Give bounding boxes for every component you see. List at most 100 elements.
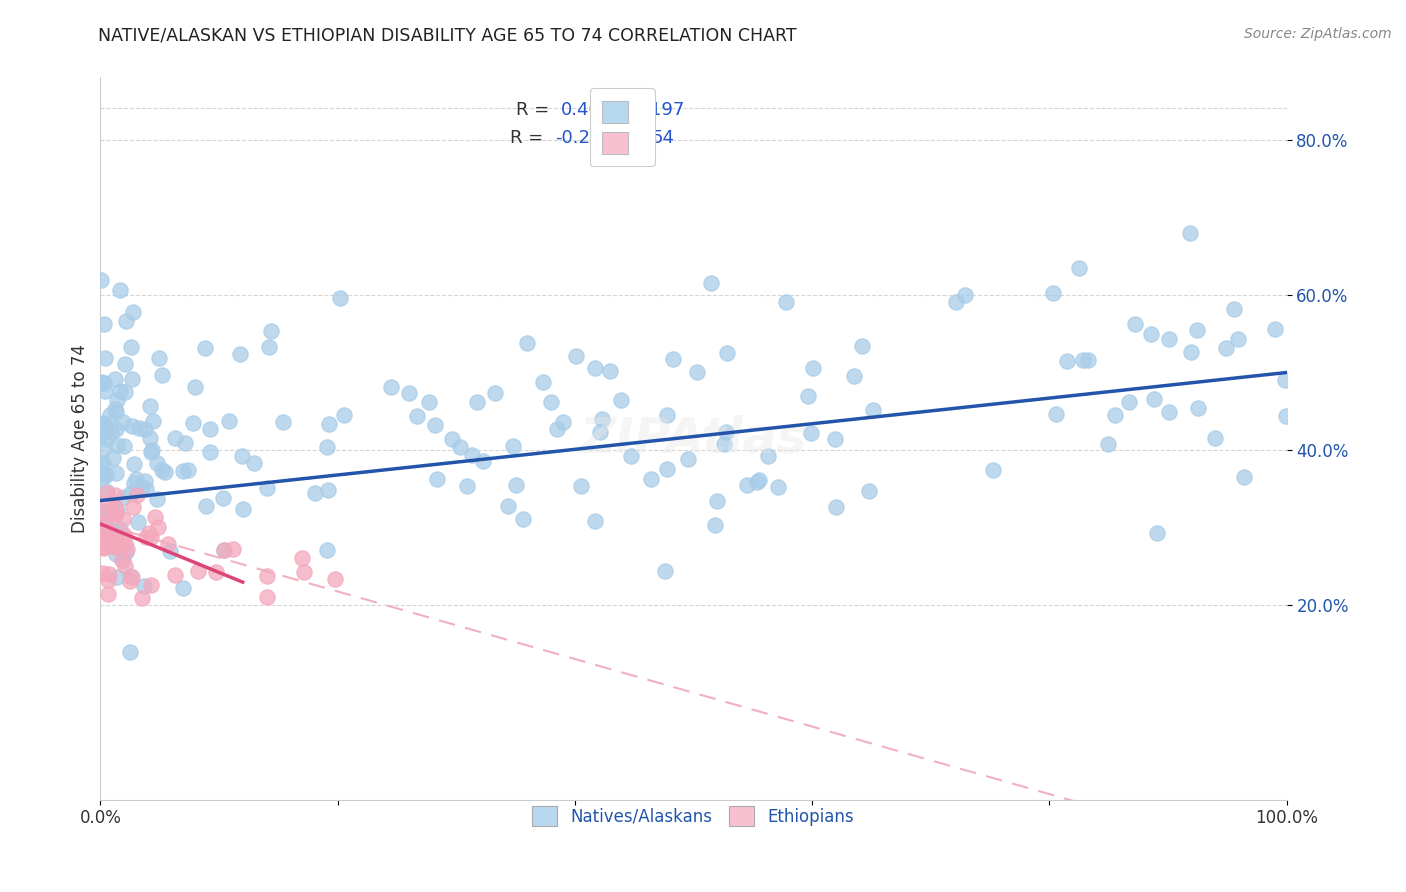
Point xyxy=(569,479,592,493)
Point xyxy=(1187,401,1209,416)
Point xyxy=(441,432,464,446)
Text: R =: R = xyxy=(516,101,554,119)
Point xyxy=(98,566,121,581)
Point xyxy=(565,349,588,363)
Point xyxy=(104,540,127,554)
Point xyxy=(292,565,315,579)
Point xyxy=(91,416,114,430)
Point xyxy=(195,499,218,513)
Point xyxy=(91,534,114,549)
Point xyxy=(735,478,758,492)
Point xyxy=(103,529,125,543)
Point xyxy=(465,395,488,409)
Point xyxy=(134,422,156,436)
Point xyxy=(104,401,127,416)
Point xyxy=(461,448,484,462)
Point xyxy=(108,283,131,297)
Point xyxy=(135,482,157,496)
Point xyxy=(418,395,440,409)
Point xyxy=(97,497,120,511)
Text: 197: 197 xyxy=(650,101,683,119)
Point xyxy=(1157,404,1180,418)
Point xyxy=(945,295,967,310)
Point xyxy=(148,351,170,366)
Point xyxy=(98,408,121,422)
Point xyxy=(101,524,124,538)
Point xyxy=(110,539,132,553)
Point xyxy=(94,540,117,554)
Point xyxy=(93,376,115,390)
Point xyxy=(112,553,135,567)
Point xyxy=(198,422,221,436)
Point xyxy=(329,292,352,306)
Point xyxy=(118,574,141,589)
Point xyxy=(114,357,136,371)
Point xyxy=(797,389,820,403)
Point xyxy=(449,440,471,454)
Point xyxy=(184,380,207,394)
Point xyxy=(104,466,127,480)
Point xyxy=(505,478,527,492)
Point xyxy=(128,421,150,435)
Point xyxy=(107,536,129,550)
Point xyxy=(585,514,607,528)
Point xyxy=(94,418,117,433)
Text: N =: N = xyxy=(616,129,657,147)
Point xyxy=(1097,437,1119,451)
Text: ZIPAtlas: ZIPAtlas xyxy=(579,415,807,462)
Point xyxy=(620,450,643,464)
Point xyxy=(858,484,880,499)
Point xyxy=(121,419,143,434)
Point xyxy=(187,565,209,579)
Point xyxy=(105,503,128,517)
Point xyxy=(91,566,114,581)
Point xyxy=(127,515,149,529)
Point xyxy=(748,473,770,487)
Point xyxy=(332,409,354,423)
Point xyxy=(114,385,136,400)
Point xyxy=(304,486,326,500)
Text: -0.230: -0.230 xyxy=(555,129,613,147)
Point xyxy=(242,456,264,470)
Point xyxy=(212,543,235,558)
Point xyxy=(714,425,737,440)
Point xyxy=(599,364,621,378)
Point xyxy=(139,530,162,544)
Point xyxy=(146,491,169,506)
Point xyxy=(104,500,127,514)
Point xyxy=(93,516,115,531)
Point xyxy=(121,570,143,584)
Point xyxy=(97,587,120,601)
Point xyxy=(825,500,848,515)
Point xyxy=(800,425,823,440)
Point xyxy=(139,445,162,459)
Point xyxy=(183,416,205,430)
Point xyxy=(94,483,117,498)
Point xyxy=(93,417,115,431)
Point xyxy=(124,457,146,471)
Y-axis label: Disability Age 65 to 74: Disability Age 65 to 74 xyxy=(72,344,89,533)
Point xyxy=(157,537,180,551)
Point xyxy=(124,472,146,486)
Point xyxy=(1275,409,1298,424)
Point xyxy=(405,409,427,423)
Point xyxy=(706,494,728,508)
Point xyxy=(316,441,339,455)
Point xyxy=(131,480,153,494)
Point xyxy=(260,324,283,338)
Point xyxy=(103,506,125,520)
Point xyxy=(91,528,114,542)
Point xyxy=(121,372,143,386)
Point xyxy=(112,490,135,504)
Point xyxy=(173,436,195,450)
Point xyxy=(851,339,873,353)
Point xyxy=(177,463,200,477)
Point xyxy=(232,501,254,516)
Point xyxy=(1264,322,1286,336)
Point xyxy=(104,508,127,522)
Point xyxy=(96,432,118,446)
Point xyxy=(686,365,709,379)
Point xyxy=(1125,317,1147,331)
Point xyxy=(231,450,253,464)
Point xyxy=(94,503,117,517)
